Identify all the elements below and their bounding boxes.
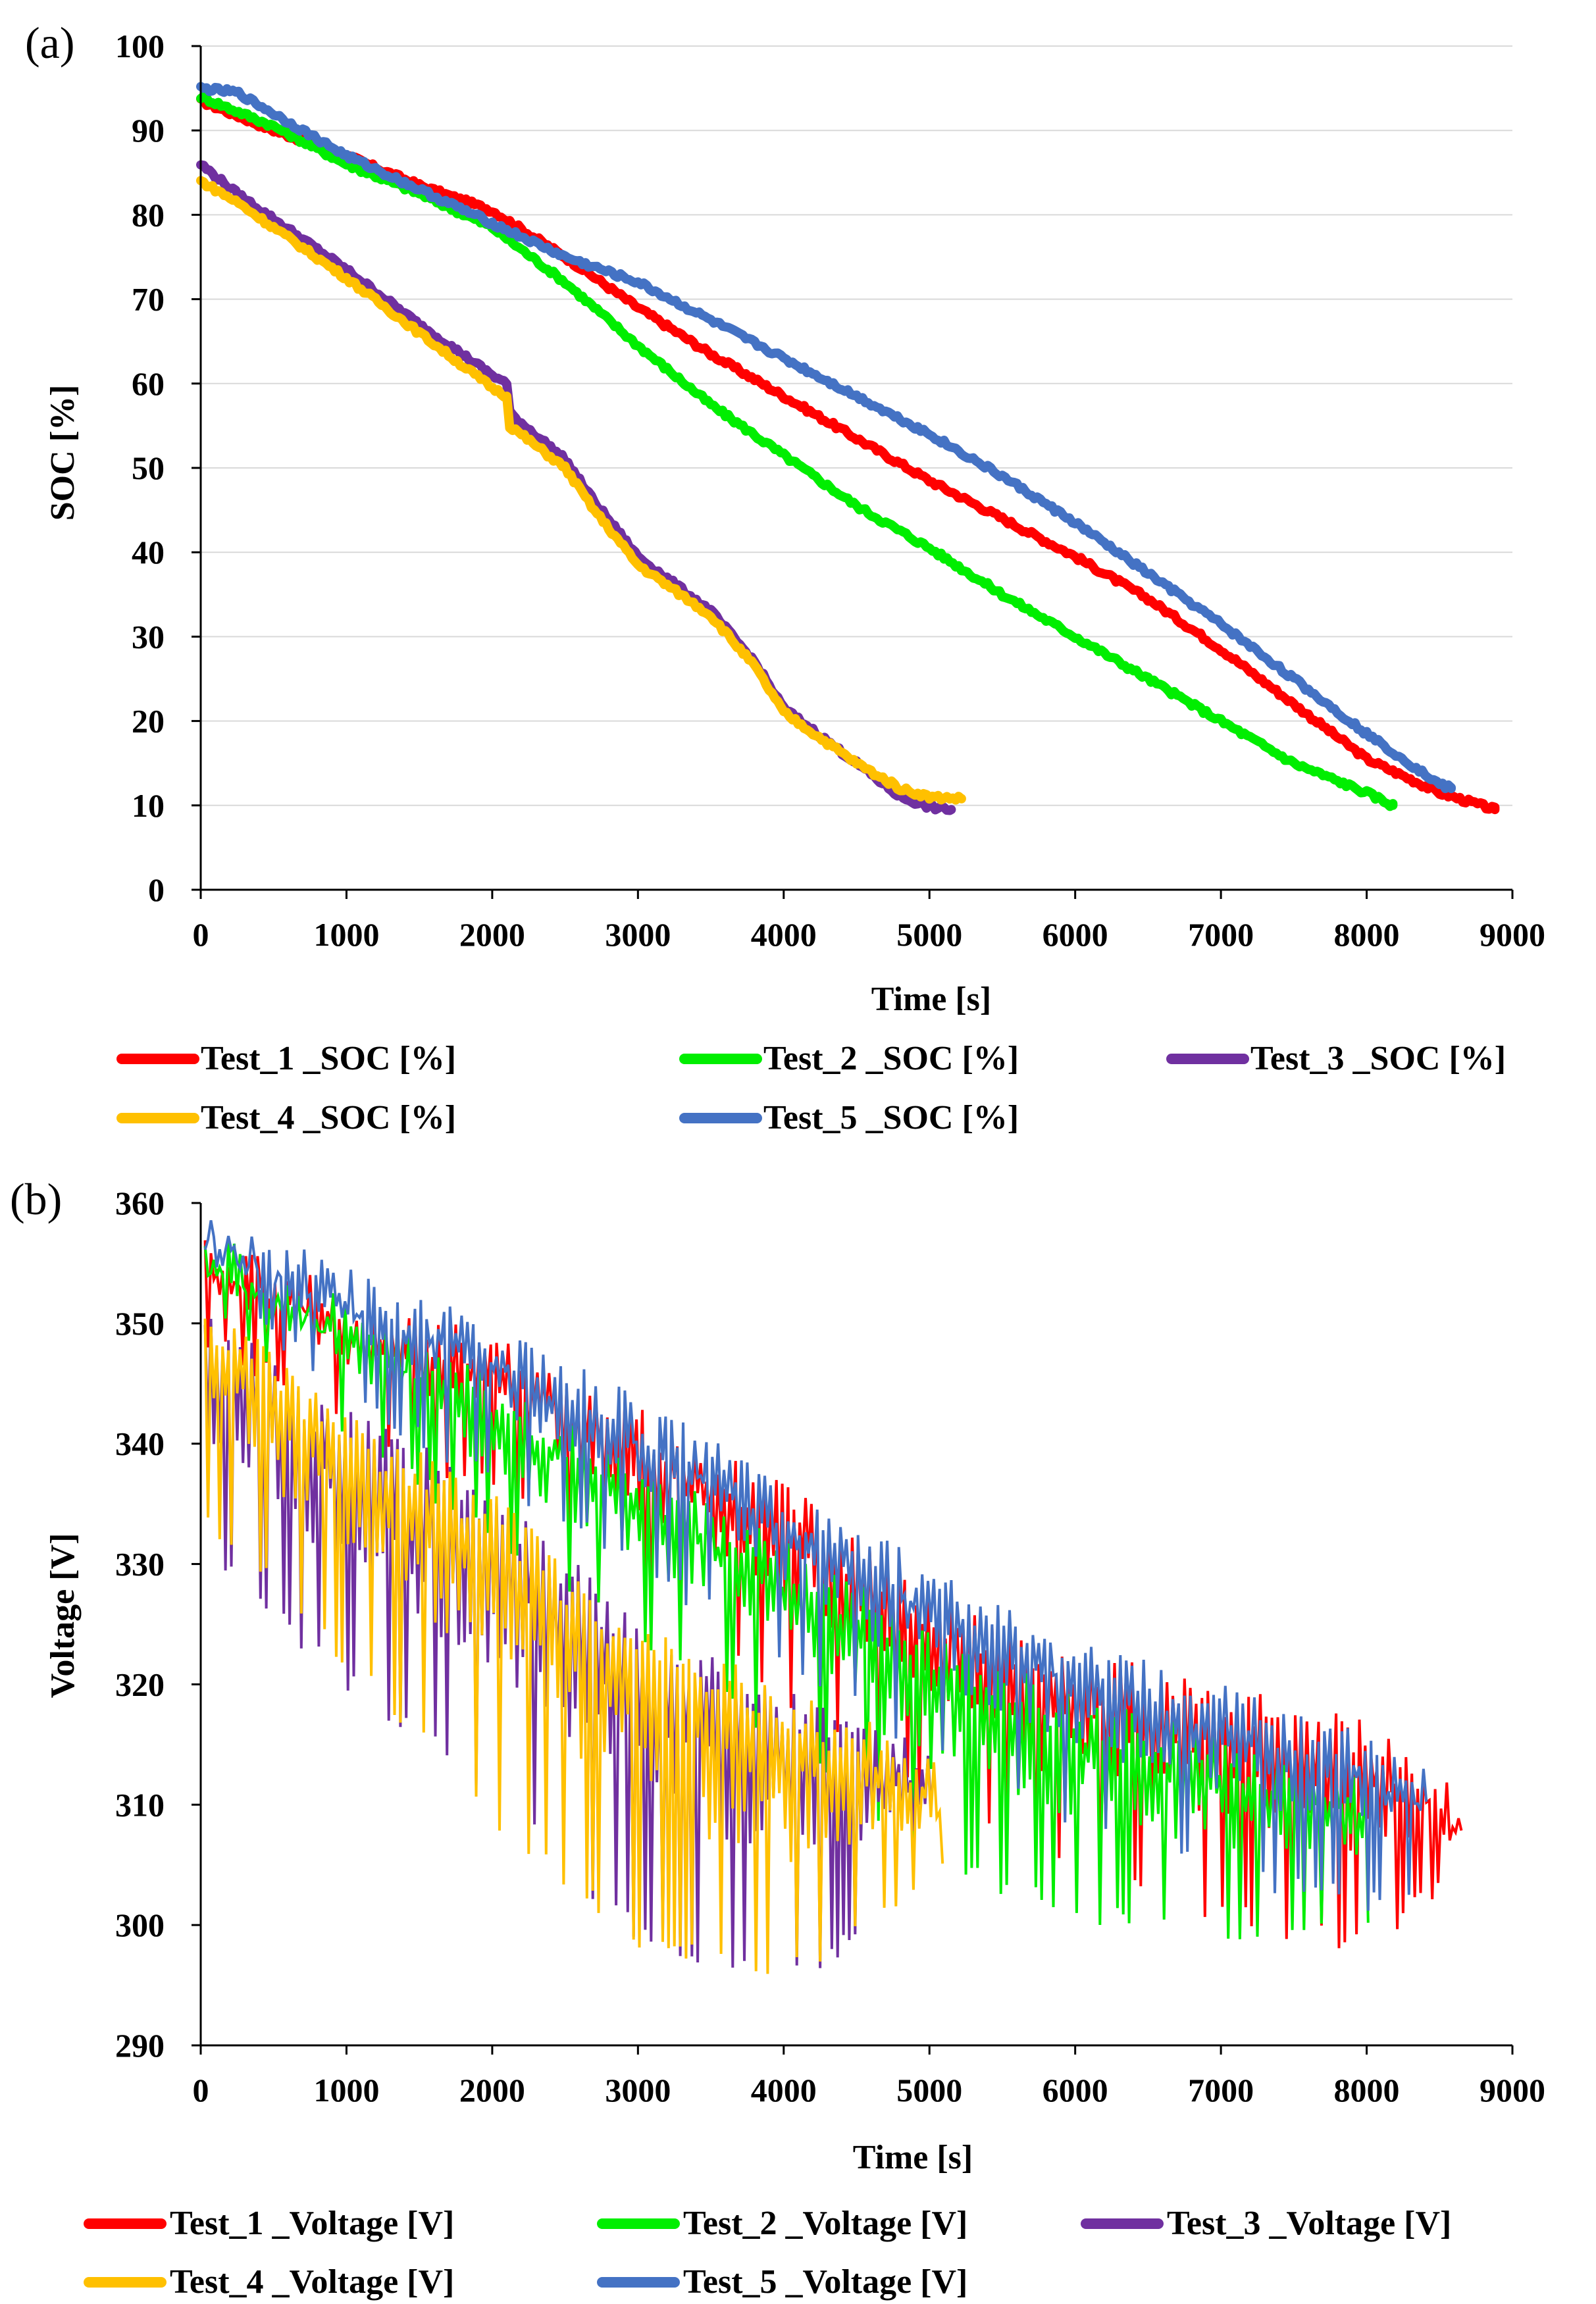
panel-b-series-line-test-5 [203, 1220, 1428, 1911]
panel-b-y-tick-label: 290 [115, 2027, 165, 2064]
panel-a-y-tick-label: 0 [148, 871, 165, 908]
panel-b-legend-label-test-1: Test_1 _Voltage [V] [170, 2205, 454, 2242]
panel-b-y-tick-label: 340 [115, 1425, 165, 1462]
panel-a-y-tick-label: 30 [132, 618, 165, 655]
panel-b-x-tick-label: 2000 [459, 2072, 525, 2109]
panel-a-series-line-test-2 [196, 91, 1398, 811]
panel-b-series-line-test-4 [203, 1318, 944, 1974]
panel-b-voltage-chart: (b) 290 300 310 320 330 340 350 360 0 1000 2000 300… [10, 1174, 1545, 2301]
panel-b-x-tick-label: 4000 [751, 2072, 817, 2109]
panel-a-y-tick-label: 10 [132, 787, 165, 824]
panel-b-legend-label-test-4: Test_4 _Voltage [V] [170, 2263, 454, 2301]
panel-b-y-tick-label: 320 [115, 1666, 165, 1702]
panel-a-x-tick-label: 6000 [1043, 916, 1108, 953]
panel-b-x-tick-label: 6000 [1043, 2072, 1108, 2109]
panel-a-y-axis-title: SOC [%] [44, 385, 82, 521]
panel-a-x-tick-label: 8000 [1334, 916, 1400, 953]
panel-a-series-line-test-5 [196, 82, 1456, 794]
panel-a-y-tick-label: 90 [132, 112, 165, 149]
panel-b-y-axis-title: Voltage [V] [44, 1533, 82, 1699]
panel-a-legend-label-test-2: Test_2 _SOC [%] [763, 1040, 1019, 1077]
panel-a-x-axis-title: Time [s] [871, 981, 991, 1018]
panel-b-y-tick-label: 330 [115, 1546, 165, 1583]
panel-a-legend-label-test-4: Test_4 _SOC [%] [201, 1099, 456, 1137]
panel-a-y-tick-label: 60 [132, 365, 165, 402]
panel-a-y-tick-label: 100 [115, 28, 165, 64]
panel-a-x-tick-label: 7000 [1188, 916, 1254, 953]
panel-b-x-tick-label: 1000 [313, 2072, 379, 2109]
panel-b-y-tick-label: 360 [115, 1185, 165, 1221]
panel-b-x-tick-label: 0 [193, 2072, 209, 2109]
panel-a-x-tick-label: 4000 [751, 916, 817, 953]
panel-a-y-tick-label: 70 [132, 281, 165, 318]
panel-b-legend-label-test-5: Test_5 _Voltage [V] [683, 2263, 967, 2301]
panel-b-x-tick-label: 9000 [1480, 2072, 1545, 2109]
panel-b-x-axis-title: Time [s] [853, 2139, 973, 2176]
panel-a-x-tick-label: 0 [193, 916, 209, 953]
panel-b-x-tick-label: 8000 [1334, 2072, 1400, 2109]
panel-b-label: (b) [10, 1174, 62, 1224]
panel-b-x-tick-label: 7000 [1188, 2072, 1254, 2109]
panel-a-y-tick-label: 80 [132, 196, 165, 233]
panel-b-x-tick-label: 3000 [605, 2072, 671, 2109]
panel-b-y-tick-label: 310 [115, 1786, 165, 1823]
panel-a-legend-label-test-3: Test_3 _SOC [%] [1250, 1040, 1506, 1077]
panel-b-y-tick-label: 350 [115, 1305, 165, 1342]
panel-a-legend-label-test-1: Test_1 _SOC [%] [201, 1040, 456, 1077]
panel-a-x-tick-label: 9000 [1480, 916, 1545, 953]
panel-a-series-line-test-4 [196, 176, 966, 805]
panel-b-y-tick-label: 300 [115, 1907, 165, 1943]
panel-a-x-tick-label: 2000 [459, 916, 525, 953]
panel-a-y-tick-label: 20 [132, 703, 165, 740]
panel-b-legend: Test_1 _Voltage [V] Test_2 _Voltage [V] Te… [84, 2205, 1451, 2301]
panel-b-x-tick-label: 5000 [896, 2072, 962, 2109]
panel-a-y-tick-label: 50 [132, 449, 165, 486]
panel-a-x-tick-label: 5000 [896, 916, 962, 953]
panel-a-series-line-test-1 [196, 94, 1500, 815]
panel-b-legend-label-test-3: Test_3 _Voltage [V] [1167, 2205, 1451, 2242]
panel-a-x-tick-label: 1000 [313, 916, 379, 953]
panel-a-label: (a) [25, 18, 74, 68]
panel-a-legend-label-test-5: Test_5 _SOC [%] [763, 1099, 1019, 1137]
panel-a-y-tick-label: 40 [132, 534, 165, 571]
panel-a-legend: Test_1 _SOC [%] Test_2 _SOC [%] Test_3 _SO… [116, 1040, 1506, 1137]
panel-a-x-tick-label: 3000 [605, 916, 671, 953]
panel-b-legend-label-test-2: Test_2 _Voltage [V] [683, 2205, 967, 2242]
